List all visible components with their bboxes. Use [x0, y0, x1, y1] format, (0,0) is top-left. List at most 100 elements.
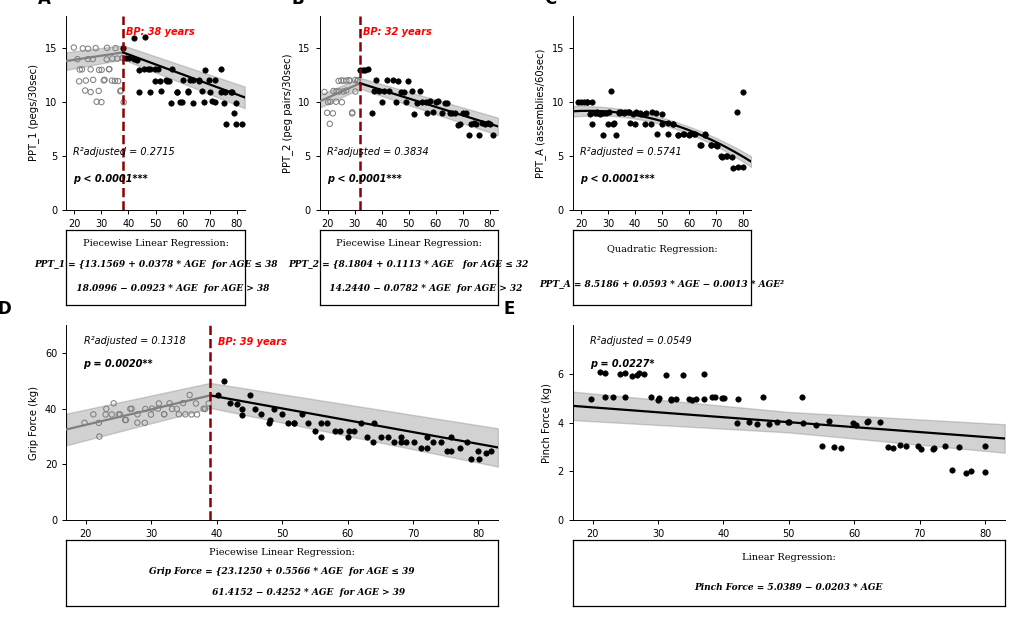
- Point: [610, 108, 627, 118]
- Point: [201, 399, 217, 409]
- Point: [104, 76, 120, 86]
- Point: [335, 76, 352, 86]
- Point: [88, 43, 104, 53]
- Point: [149, 64, 165, 74]
- Point: [338, 75, 355, 85]
- Point: [115, 97, 131, 107]
- Point: [449, 119, 466, 129]
- Point: [648, 129, 664, 139]
- Point: [578, 96, 594, 106]
- Point: [189, 409, 205, 419]
- Point: [659, 119, 676, 129]
- Point: [114, 53, 130, 63]
- Point: [669, 130, 686, 140]
- Point: [600, 108, 616, 118]
- Point: [130, 65, 147, 75]
- Point: [675, 370, 691, 380]
- Point: [688, 394, 704, 404]
- Point: [99, 54, 115, 64]
- Point: [976, 441, 993, 451]
- Point: [584, 119, 600, 129]
- Point: [612, 107, 629, 117]
- Point: [780, 417, 796, 427]
- Point: [183, 409, 200, 419]
- Point: [96, 75, 112, 85]
- Text: BP: 39 years: BP: 39 years: [218, 337, 286, 347]
- Point: [833, 443, 849, 453]
- Point: [76, 418, 93, 428]
- Point: [114, 43, 130, 53]
- Point: [343, 108, 360, 118]
- Point: [328, 86, 344, 96]
- Text: Piecewise Linear Regression:: Piecewise Linear Regression:: [83, 239, 228, 248]
- Point: [107, 76, 123, 86]
- Point: [89, 97, 105, 107]
- Text: Linear Regression:: Linear Regression:: [741, 554, 835, 562]
- Point: [845, 418, 861, 428]
- Point: [331, 426, 347, 436]
- Point: [374, 96, 390, 106]
- Point: [730, 394, 746, 404]
- Point: [345, 426, 362, 436]
- Point: [662, 394, 679, 404]
- Point: [476, 119, 492, 129]
- Point: [604, 392, 621, 402]
- Point: [379, 432, 395, 442]
- Point: [122, 404, 139, 414]
- Point: [227, 119, 244, 129]
- Point: [729, 162, 745, 172]
- Point: [389, 76, 406, 86]
- Point: [451, 119, 468, 129]
- Point: [215, 98, 231, 108]
- Point: [312, 432, 328, 442]
- Point: [586, 108, 602, 118]
- Point: [712, 152, 729, 162]
- Point: [637, 119, 653, 129]
- Point: [858, 417, 874, 427]
- Point: [313, 418, 329, 428]
- Point: [359, 432, 375, 442]
- X-axis label: AGE (years): AGE (years): [249, 545, 315, 555]
- Text: B: B: [290, 0, 304, 7]
- Point: [779, 417, 795, 427]
- Point: [950, 442, 966, 452]
- Point: [91, 432, 107, 442]
- Point: [442, 446, 459, 456]
- Point: [93, 97, 109, 107]
- Point: [138, 404, 154, 414]
- Point: [891, 440, 907, 450]
- Text: p < 0.0001***: p < 0.0001***: [326, 174, 401, 184]
- Point: [597, 108, 613, 118]
- Point: [482, 119, 498, 129]
- Point: [588, 107, 604, 117]
- Point: [436, 98, 452, 108]
- Point: [113, 85, 129, 95]
- Text: R²adjusted = 0.5741: R²adjusted = 0.5741: [580, 147, 681, 157]
- Y-axis label: Grip Force (kg): Grip Force (kg): [30, 386, 40, 460]
- Point: [204, 96, 220, 106]
- Point: [409, 98, 425, 108]
- Text: p = 0.0227*: p = 0.0227*: [590, 360, 654, 369]
- Point: [177, 409, 194, 419]
- Point: [147, 64, 163, 74]
- Point: [411, 86, 427, 96]
- Point: [397, 97, 414, 107]
- Point: [125, 54, 142, 64]
- Point: [179, 86, 196, 96]
- Point: [664, 119, 681, 129]
- Point: [130, 86, 147, 96]
- Point: [616, 392, 633, 402]
- Point: [137, 32, 153, 42]
- Point: [99, 43, 115, 53]
- Point: [253, 409, 269, 419]
- Point: [460, 130, 476, 140]
- Point: [897, 442, 913, 452]
- Text: Pinch Force = 5.0389 − 0.0203 * AGE: Pinch Force = 5.0389 − 0.0203 * AGE: [694, 583, 882, 592]
- Point: [101, 64, 117, 74]
- Point: [364, 437, 380, 447]
- Point: [583, 98, 599, 108]
- Point: [363, 108, 379, 118]
- Point: [706, 392, 722, 402]
- Point: [110, 409, 126, 419]
- Point: [627, 119, 643, 129]
